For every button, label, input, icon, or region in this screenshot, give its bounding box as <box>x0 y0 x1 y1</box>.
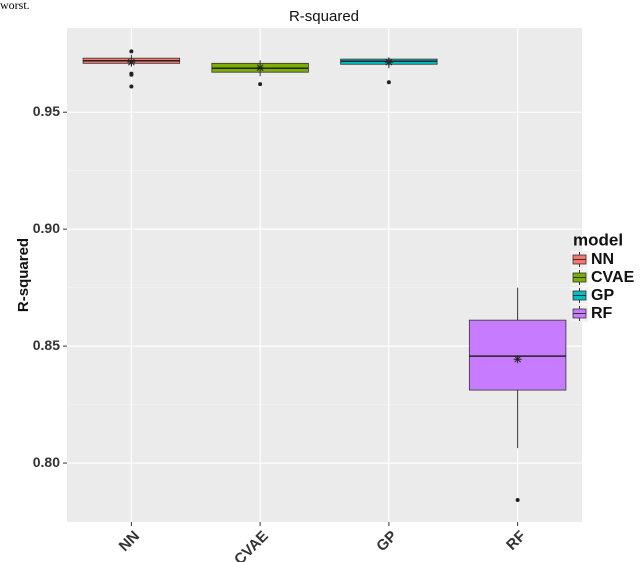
x-tick-label: CVAE <box>231 528 272 562</box>
legend-label: GP <box>591 287 614 304</box>
chart-title: R-squared <box>289 8 359 25</box>
x-tick-label: RF <box>503 528 529 554</box>
y-tick-label: 0.80 <box>33 454 60 470</box>
x-tick-label: NN <box>116 528 143 555</box>
outlier <box>515 498 520 503</box>
legend-label: RF <box>591 305 613 322</box>
mean-marker <box>256 63 265 72</box>
y-tick-label: 0.95 <box>33 103 60 119</box>
outlier <box>258 82 263 87</box>
panel <box>67 28 582 522</box>
outlier <box>129 49 134 54</box>
box <box>468 319 567 391</box>
mean-marker <box>127 58 136 67</box>
y-tick-label: 0.90 <box>33 220 60 236</box>
y-axis-label: R-squared <box>15 238 32 312</box>
legend-label: CVAE <box>591 269 635 286</box>
mean-marker <box>384 58 393 67</box>
outlier <box>129 84 134 89</box>
legend-title: model <box>573 230 623 249</box>
text-fragment: worst. <box>0 0 30 12</box>
legend-label: NN <box>591 251 614 268</box>
outlier <box>386 80 391 85</box>
outlier <box>129 72 134 77</box>
x-tick-label: GP <box>373 528 400 555</box>
y-tick-label: 0.85 <box>33 337 60 353</box>
mean-marker <box>513 355 522 364</box>
